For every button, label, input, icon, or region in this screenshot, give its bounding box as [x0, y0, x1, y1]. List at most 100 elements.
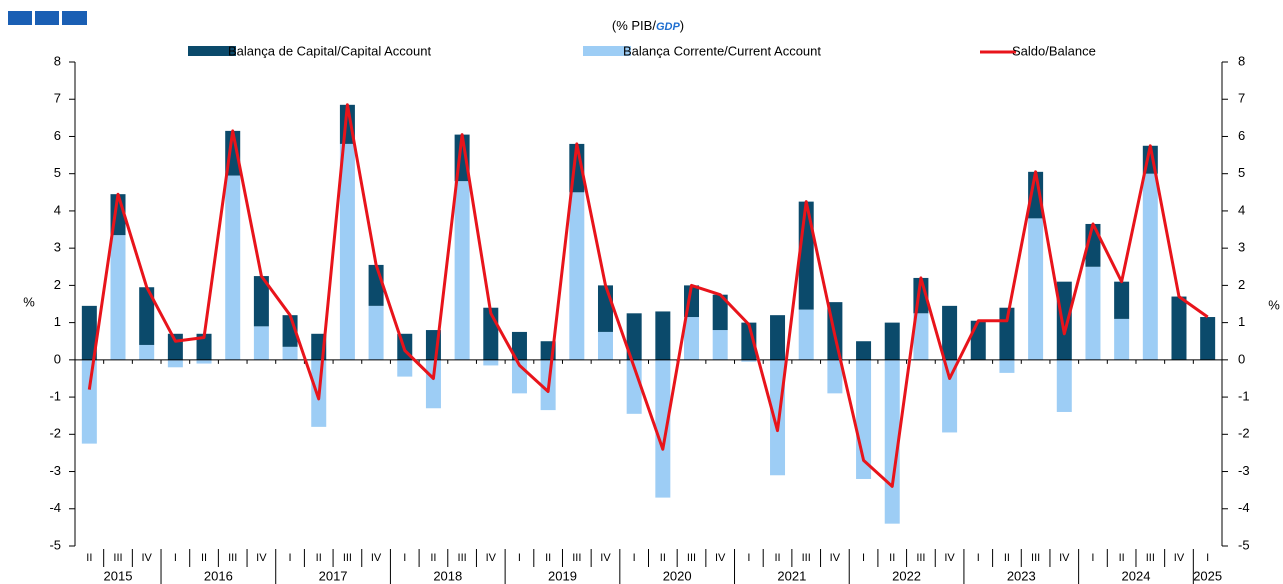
x-tick-label: III	[572, 552, 581, 564]
bar-segment	[1056, 359, 1072, 412]
y2-tick-label: 0	[1238, 351, 1245, 366]
bar-segment	[597, 331, 613, 360]
bar-segment	[282, 346, 298, 360]
y2-tick-label: -2	[1238, 426, 1250, 441]
bar-segment	[741, 359, 757, 362]
y2-tick-label: 6	[1238, 128, 1245, 143]
logo-block	[35, 11, 59, 25]
y-tick-label: -5	[49, 537, 61, 552]
balance-line	[87, 103, 1209, 488]
bar-segment	[942, 305, 958, 360]
x-tick-label: IV	[371, 552, 382, 564]
x-tick-label: I	[1091, 552, 1094, 564]
x-tick-label: III	[113, 552, 122, 564]
bar-segment	[1142, 173, 1158, 360]
subtitle-part: (% PIB/	[612, 18, 656, 33]
y-axis-label: %	[23, 294, 35, 309]
x-tick-label: IV	[830, 552, 841, 564]
bar-segment	[942, 359, 958, 433]
y2-tick-label: -5	[1238, 537, 1250, 552]
y-tick-label: 7	[54, 91, 61, 106]
x-tick-label: II	[86, 552, 92, 564]
x-tick-label: I	[862, 552, 865, 564]
y2-tick-label: 4	[1238, 202, 1245, 217]
x-tick-label: IV	[141, 552, 152, 564]
subtitle: (% PIB/GDP)	[612, 18, 684, 33]
y-tick-label: 4	[54, 202, 61, 217]
bar-segment	[81, 359, 97, 444]
x-tick-label: III	[458, 552, 467, 564]
bar-segment	[397, 359, 413, 377]
bar-segment	[798, 309, 814, 360]
legend-swatch	[188, 46, 236, 56]
x-tick-label: III	[228, 552, 237, 564]
y-tick-label: 6	[54, 128, 61, 143]
x-tick-label: I	[633, 552, 636, 564]
x-tick-label: III	[343, 552, 352, 564]
y2-tick-label: 5	[1238, 165, 1245, 180]
y-tick-label: 3	[54, 240, 61, 255]
x-tick-label: II	[1119, 552, 1125, 564]
bar-segment	[798, 201, 814, 310]
bar-segment	[741, 322, 757, 360]
bar-segment	[626, 313, 642, 360]
x-tick-label: III	[1031, 552, 1040, 564]
bar-segment	[1028, 218, 1044, 360]
bar-segment	[511, 331, 527, 360]
bar-segment	[712, 330, 728, 360]
y2-tick-label: -3	[1238, 463, 1250, 478]
legend-label: Balança Corrente/Current Account	[623, 43, 821, 58]
y2-axis-label: %	[1268, 297, 1280, 312]
bar-segment	[339, 143, 355, 360]
bar-segment	[139, 344, 155, 360]
x-tick-label: IV	[944, 552, 955, 564]
x-tick-label: I	[289, 552, 292, 564]
x-tick-label: III	[687, 552, 696, 564]
year-label: 2018	[433, 568, 462, 583]
y-tick-label: -3	[49, 463, 61, 478]
x-tick-label: II	[660, 552, 666, 564]
bar-segment	[196, 359, 212, 364]
year-label: 2015	[104, 568, 133, 583]
bar-segment	[655, 359, 671, 498]
bar-segment	[1114, 281, 1130, 319]
x-tick-label: I	[977, 552, 980, 564]
logo-block	[62, 11, 87, 25]
x-tick-label: II	[316, 552, 322, 564]
x-tick-label: IV	[1174, 552, 1185, 564]
bar-segment	[1114, 318, 1130, 360]
year-label: 2022	[892, 568, 921, 583]
bar-segment	[626, 359, 642, 414]
x-tick-label: I	[747, 552, 750, 564]
y2-tick-label: 3	[1238, 240, 1245, 255]
y-tick-label: -4	[49, 500, 61, 515]
bar-segment	[139, 287, 155, 345]
bar-segment	[884, 322, 900, 360]
y2-tick-label: 1	[1238, 314, 1245, 329]
bar-segment	[712, 294, 728, 331]
bar-segment	[253, 276, 269, 327]
year-label: 2024	[1122, 568, 1151, 583]
y2-tick-label: 8	[1238, 53, 1245, 68]
bar-segment	[1171, 296, 1187, 360]
x-tick-label: III	[802, 552, 811, 564]
bar-segment	[827, 359, 843, 394]
y-tick-label: 8	[54, 53, 61, 68]
y-tick-label: 2	[54, 277, 61, 292]
y-tick-label: -2	[49, 426, 61, 441]
bar-segment	[81, 305, 97, 360]
bar-segment	[655, 311, 671, 360]
logo-block	[8, 11, 32, 25]
x-tick-label: IV	[256, 552, 267, 564]
y-tick-label: 1	[54, 314, 61, 329]
bar-segment	[1085, 266, 1101, 360]
bar-segment	[1056, 281, 1072, 360]
bar-segment	[999, 359, 1015, 373]
subtitle-part: )	[680, 18, 684, 33]
bar-segment	[770, 315, 786, 360]
y2-tick-label: -1	[1238, 389, 1250, 404]
x-tick-label: II	[430, 552, 436, 564]
x-tick-label: IV	[715, 552, 726, 564]
y2-tick-label: 2	[1238, 277, 1245, 292]
